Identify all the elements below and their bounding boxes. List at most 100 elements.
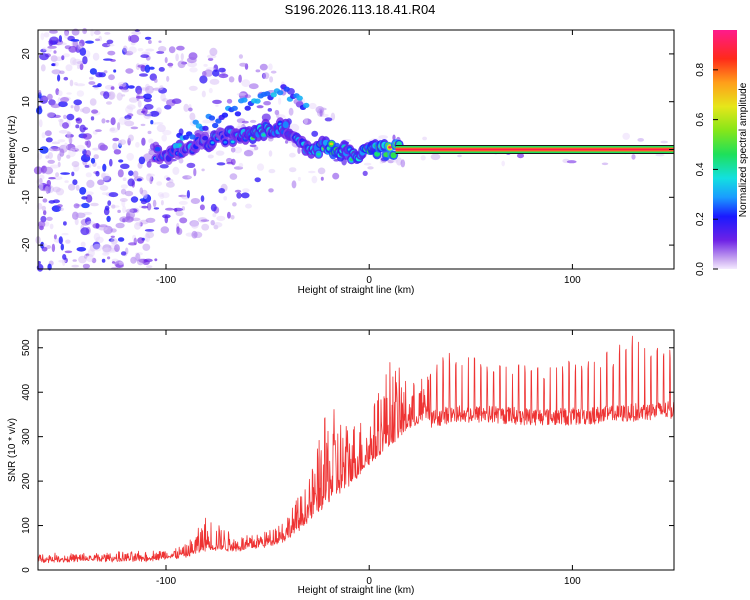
heatmap-cell	[48, 177, 56, 180]
heatmap-cell	[210, 220, 215, 226]
heatmap-cell	[161, 134, 167, 142]
heatmap-cell	[164, 57, 168, 64]
heatmap-cell	[140, 199, 147, 205]
heatmap-cell	[46, 112, 55, 118]
heatmap-cell	[145, 217, 156, 223]
x-tick-label: 100	[564, 275, 581, 286]
heatmap-cell	[291, 180, 297, 189]
heatmap-cell	[95, 38, 100, 42]
heatmap-cell	[50, 103, 61, 109]
heatmap-cell	[230, 158, 236, 166]
heatmap-cell	[139, 187, 144, 195]
heatmap-cell	[215, 150, 225, 156]
heatmap-cell	[125, 68, 134, 74]
heatmap-cell	[126, 152, 134, 161]
heatmap-cell	[69, 79, 74, 87]
heatmap-cell	[262, 72, 270, 80]
heatmap-cell	[110, 235, 115, 238]
heatmap-cell	[77, 64, 81, 69]
heatmap-cell	[52, 146, 61, 152]
heatmap-cell	[113, 69, 117, 73]
heatmap-cell	[203, 69, 213, 77]
heatmap-cell	[112, 142, 118, 151]
heatmap-cell	[40, 64, 46, 72]
heatmap-cell	[54, 56, 64, 62]
heatmap-cell	[132, 170, 139, 178]
heatmap-cell	[42, 243, 48, 247]
heatmap-cell	[311, 175, 318, 184]
heatmap-cell	[102, 175, 112, 183]
heatmap-cell	[232, 202, 237, 207]
colorbar-tick-label: 0.2	[695, 212, 706, 226]
heatmap-cell	[41, 132, 46, 139]
heatmap-cell	[102, 252, 110, 256]
heatmap-cell	[261, 133, 266, 137]
heatmap-cell	[148, 40, 152, 44]
heatmap-cell	[60, 243, 64, 251]
heatmap-cell	[241, 79, 251, 87]
heatmap-cell	[242, 188, 250, 193]
heatmap-cell	[74, 104, 80, 112]
heatmap-cell	[140, 123, 146, 127]
heatmap-cell	[71, 264, 80, 268]
heatmap-cell	[316, 152, 321, 156]
heatmap-cell	[39, 183, 44, 191]
heatmap-cell	[66, 154, 71, 159]
heatmap-cell	[221, 112, 229, 118]
heatmap-cell	[270, 70, 277, 74]
heatmap-cell	[212, 122, 219, 129]
heatmap-cell	[60, 97, 70, 103]
spectrogram-x-label: Height of straight line (km)	[298, 285, 415, 296]
heatmap-cell	[51, 63, 55, 66]
heatmap-cell	[166, 177, 171, 181]
heatmap-cell	[63, 221, 67, 226]
heatmap-cell	[62, 122, 69, 129]
heatmap-cell	[128, 170, 134, 176]
heatmap-cell	[160, 226, 170, 234]
heatmap-cell	[111, 204, 116, 209]
heatmap-cell	[46, 179, 51, 187]
heatmap-cell	[297, 147, 301, 154]
heatmap-cell	[135, 253, 141, 262]
heatmap-cell	[102, 247, 113, 254]
colorbar-tick-label: 0.6	[695, 112, 706, 126]
heatmap-cell	[566, 160, 577, 164]
heatmap-cell	[40, 215, 47, 223]
heatmap-cell	[244, 105, 251, 111]
heatmap-cell	[179, 217, 188, 224]
heatmap-cell	[117, 209, 121, 213]
heatmap-cell	[276, 111, 280, 119]
heatmap-cell	[236, 92, 247, 96]
heatmap-cell	[245, 203, 252, 209]
heatmap-cell	[660, 140, 668, 144]
heatmap-cell	[324, 117, 333, 122]
heatmap-cell	[107, 200, 112, 206]
heatmap-cell	[259, 63, 268, 71]
heatmap-cell	[84, 164, 90, 168]
heatmap-cell	[243, 150, 254, 157]
y-tick-label: 0	[21, 146, 32, 152]
heatmap-cell	[176, 45, 185, 51]
heatmap-cell	[107, 256, 111, 260]
heatmap-cell	[72, 179, 78, 186]
heatmap-cell	[230, 147, 236, 153]
heatmap-cell	[58, 35, 63, 43]
heatmap-cell	[223, 141, 228, 144]
heatmap-cell	[156, 124, 166, 133]
heatmap-cell	[82, 56, 88, 65]
heatmap-cell	[234, 111, 242, 117]
heatmap-cell	[107, 50, 116, 56]
heatmap-cell	[234, 189, 242, 193]
heatmap-cell	[210, 203, 217, 212]
heatmap-cell	[121, 94, 126, 97]
heatmap-cell	[256, 163, 265, 171]
heatmap-cell	[72, 39, 79, 48]
heatmap-cell	[85, 191, 94, 196]
heatmap-cell	[110, 59, 116, 62]
heatmap-cell	[49, 30, 58, 34]
heatmap-cell	[107, 91, 116, 100]
heatmap-cell	[223, 196, 228, 201]
heatmap-cell	[97, 142, 106, 151]
heatmap-cell	[79, 124, 86, 133]
